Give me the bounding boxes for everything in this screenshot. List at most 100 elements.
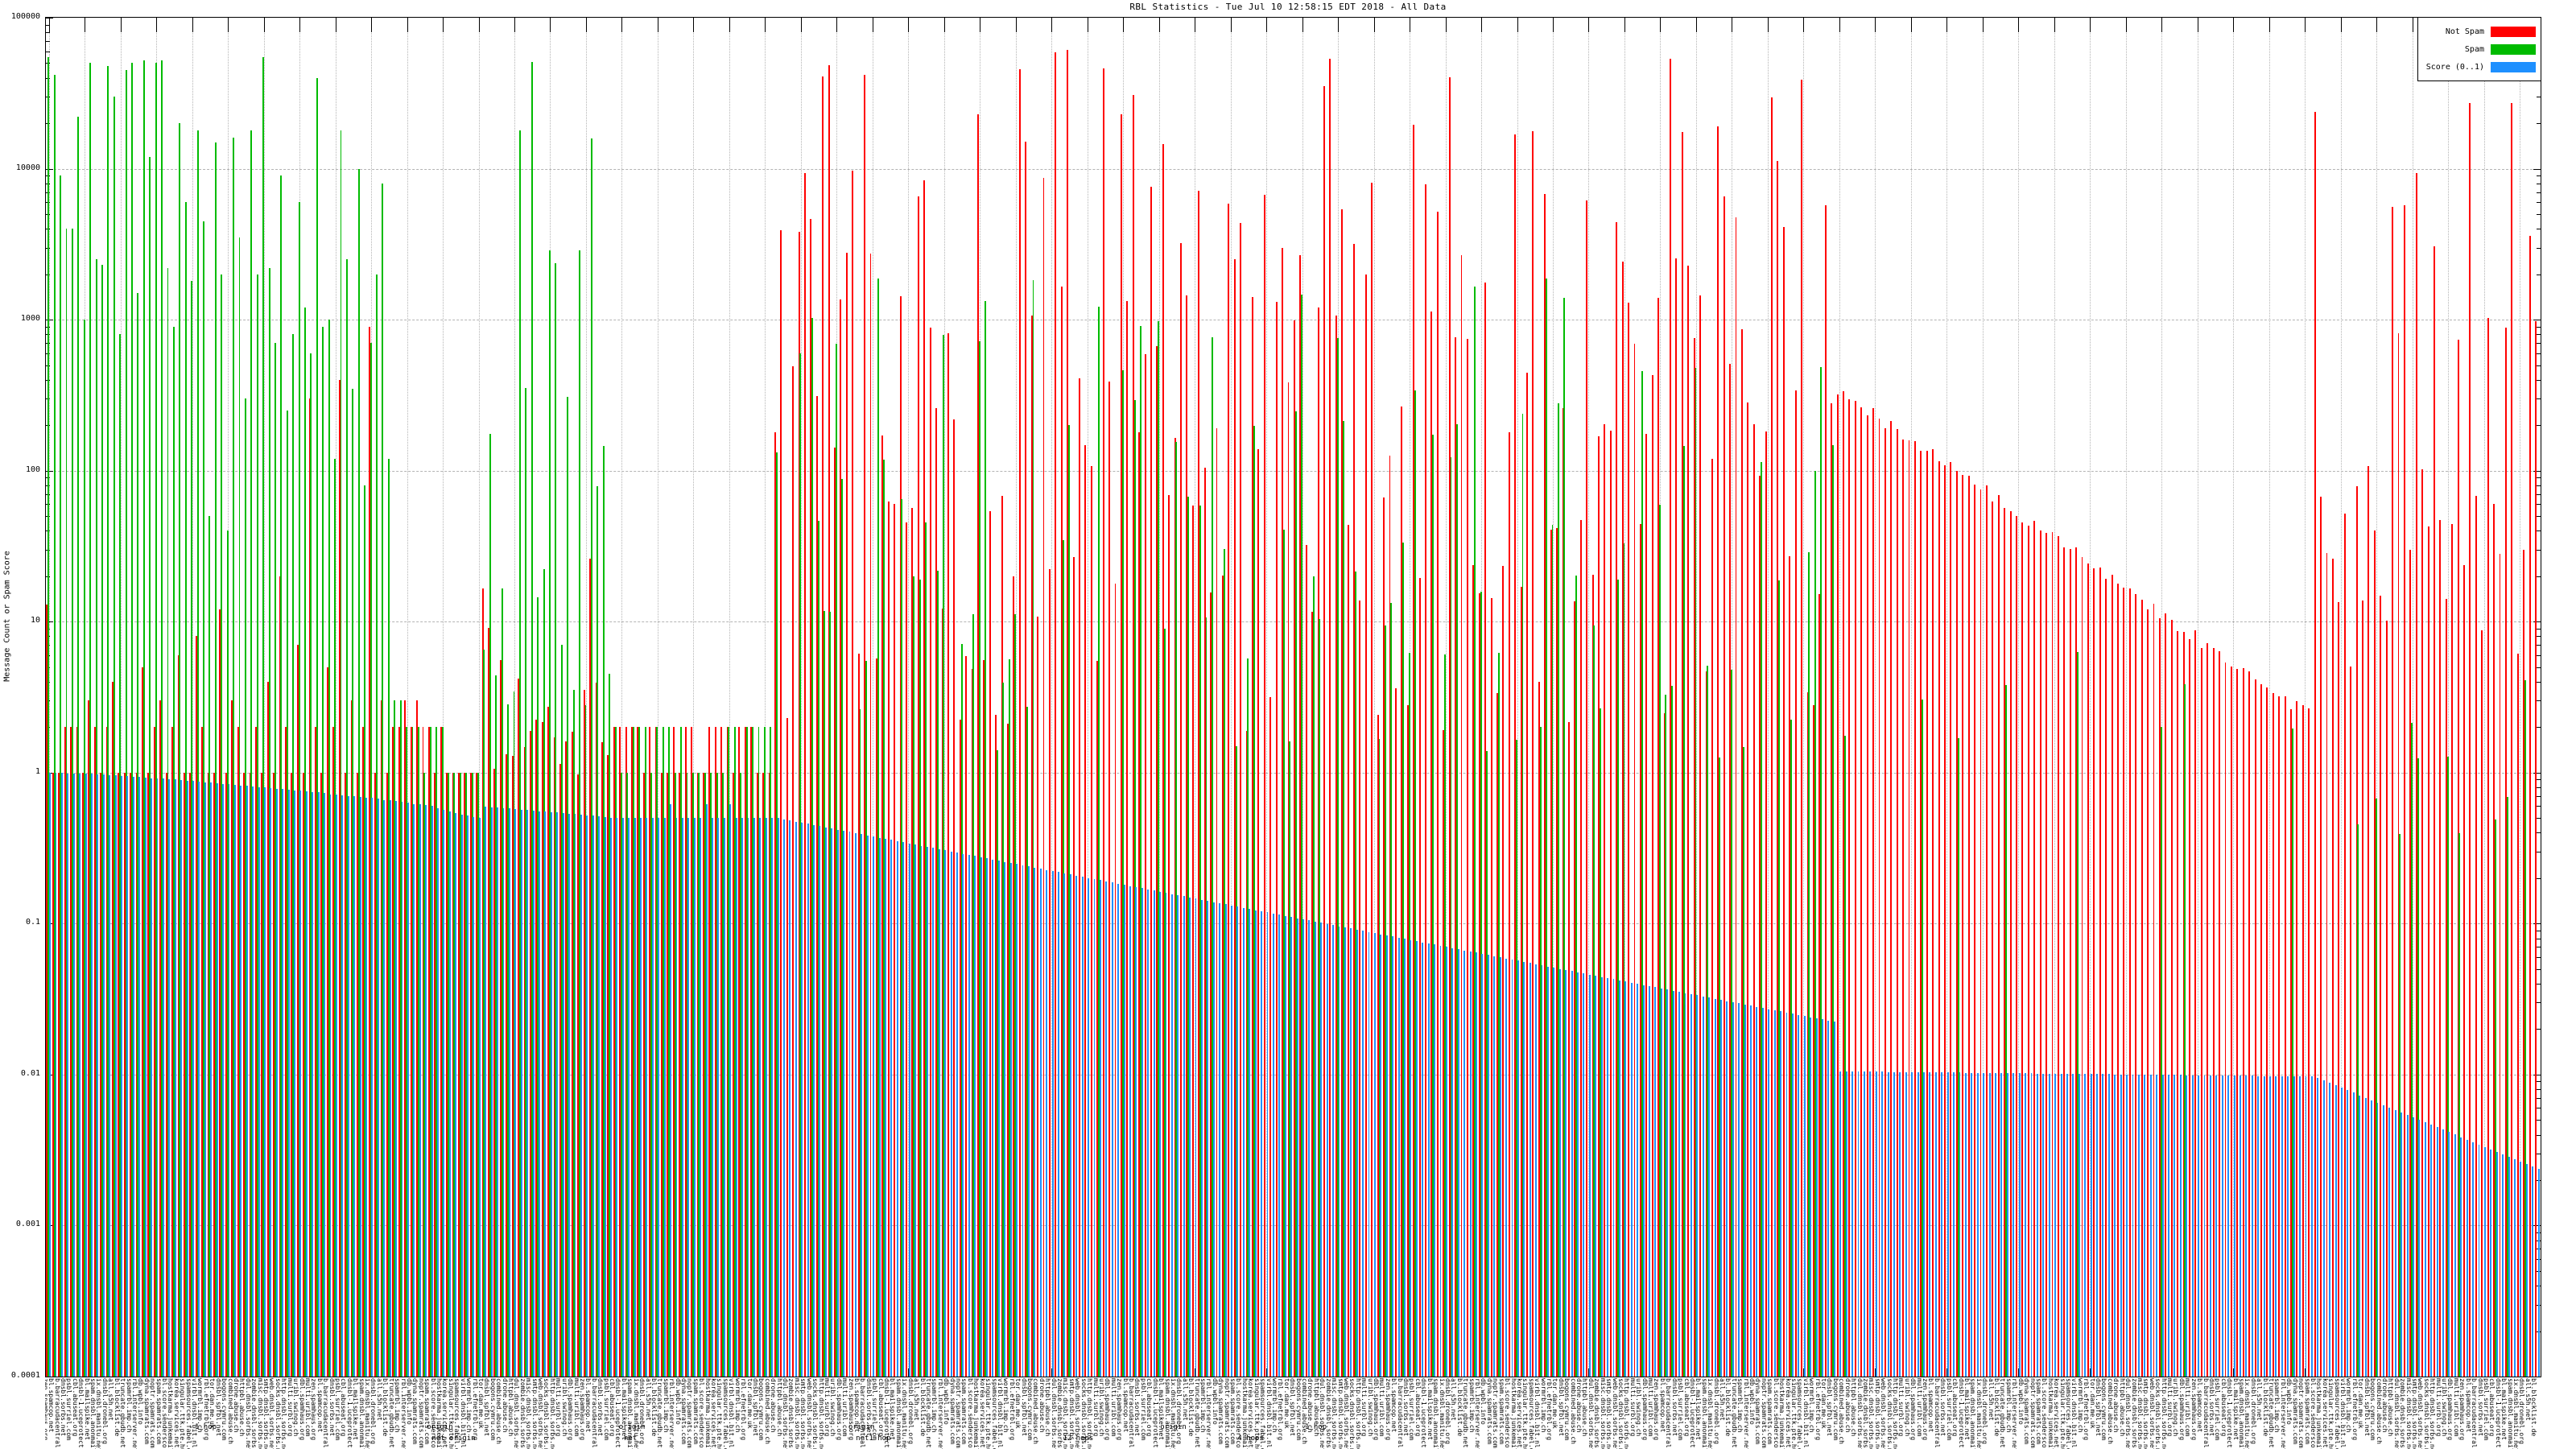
bar-not-spam	[1353, 244, 1355, 1377]
bar-score	[1427, 943, 1430, 1377]
bar-score	[950, 851, 952, 1377]
bar-score	[1422, 942, 1424, 1377]
x-axis-tick	[765, 18, 766, 32]
bar-not-spam	[2481, 630, 2483, 1377]
vertical-gridline	[621, 18, 623, 1377]
x-axis-tick	[908, 18, 910, 32]
bar-spam	[549, 250, 551, 1377]
bar-score	[753, 818, 755, 1377]
x-axis-tick	[263, 18, 265, 32]
bar-not-spam	[553, 737, 555, 1377]
bar-score	[2376, 1102, 2379, 1377]
bar-spam	[1211, 336, 1213, 1377]
bar-score	[2418, 1120, 2421, 1377]
bar-not-spam	[165, 772, 167, 1377]
bar-score	[700, 818, 702, 1377]
bar-not-spam	[887, 501, 890, 1377]
bar-spam	[925, 522, 927, 1377]
y-axis-minor-tick	[46, 32, 50, 34]
x-axis-tick	[693, 18, 695, 32]
bar-not-spam	[1591, 574, 1594, 1377]
bar-score	[974, 856, 976, 1377]
bar-not-spam	[1018, 68, 1021, 1377]
bar-score	[866, 835, 869, 1377]
y-axis-tick-label: 10	[30, 616, 40, 625]
bar-spam	[733, 727, 736, 1377]
bar-score	[2442, 1129, 2444, 1377]
vertical-gridline	[2448, 18, 2450, 1377]
bar-spam	[662, 727, 664, 1377]
bar-spam	[2291, 728, 2293, 1377]
x-axis-tick	[1982, 18, 1984, 32]
bar-score	[2215, 1075, 2218, 1377]
bar-score	[1284, 915, 1286, 1377]
bar-not-spam	[2493, 503, 2496, 1377]
bar-score	[437, 808, 439, 1377]
bar-not-spam	[2529, 235, 2531, 1377]
bar-spam	[77, 117, 80, 1377]
bar-score	[675, 818, 678, 1377]
bar-score	[67, 773, 69, 1377]
y-axis-minor-tick	[2537, 654, 2541, 656]
bar-not-spam	[231, 700, 233, 1377]
vertical-gridline	[263, 18, 265, 1377]
bar-score	[1123, 885, 1125, 1377]
bar-not-spam	[368, 326, 370, 1377]
bar-score	[198, 782, 200, 1377]
y-axis-minor-tick	[2537, 968, 2541, 970]
bar-spam	[1336, 338, 1339, 1377]
bar-score	[610, 817, 612, 1377]
bar-not-spam	[547, 707, 550, 1377]
bar-score	[1761, 1008, 1764, 1377]
bar-spam	[602, 445, 605, 1377]
bar-score	[1630, 982, 1633, 1377]
bar-not-spam	[1472, 564, 1475, 1377]
bar-score	[1511, 960, 1513, 1377]
bar-not-spam	[2331, 558, 2334, 1377]
bar-score	[2203, 1075, 2206, 1377]
bar-not-spam	[1007, 723, 1009, 1377]
bar-not-spam	[410, 727, 412, 1377]
bar-score	[1595, 976, 1597, 1377]
bar-spam	[250, 130, 253, 1377]
bar-not-spam	[834, 448, 836, 1377]
bar-not-spam	[1979, 489, 1982, 1377]
bar-score	[735, 818, 737, 1377]
y-axis-minor-tick	[2537, 877, 2541, 879]
bar-score	[2436, 1127, 2438, 1377]
bar-score	[1624, 981, 1627, 1377]
x-axis-tick	[2305, 18, 2306, 32]
bar-spam	[382, 183, 384, 1377]
bar-not-spam	[1860, 407, 1863, 1377]
bar-spam	[448, 772, 449, 1377]
bar-not-spam	[2194, 630, 2197, 1377]
bar-not-spam	[1532, 130, 1534, 1377]
bar-score	[1046, 869, 1048, 1377]
bar-score	[741, 818, 744, 1377]
vertical-gridline	[1695, 18, 1697, 1377]
bar-score	[1768, 1009, 1770, 1377]
bar-score	[1553, 968, 1555, 1377]
x-axis-tick	[2340, 18, 2342, 32]
bar-spam	[2506, 796, 2508, 1377]
bar-spam	[1450, 456, 1452, 1377]
bar-not-spam	[1042, 177, 1045, 1377]
bar-score	[497, 807, 499, 1377]
bar-not-spam	[1311, 612, 1314, 1377]
bar-score	[305, 791, 308, 1377]
bar-not-spam	[434, 772, 436, 1377]
bar-spam	[501, 588, 503, 1377]
bar-not-spam	[864, 75, 866, 1377]
bar-score	[2483, 1146, 2486, 1377]
bar-score	[1863, 1071, 1865, 1377]
bar-score	[1153, 890, 1155, 1377]
bar-score	[1953, 1072, 1955, 1377]
bar-not-spam	[1448, 76, 1451, 1377]
bar-spam	[763, 727, 766, 1377]
vertical-gridline	[1839, 18, 1840, 1377]
bar-score	[1195, 898, 1197, 1377]
bar-not-spam	[1628, 302, 1630, 1377]
bar-not-spam	[1406, 704, 1409, 1377]
bar-score	[777, 818, 779, 1377]
bar-score	[2120, 1074, 2122, 1377]
